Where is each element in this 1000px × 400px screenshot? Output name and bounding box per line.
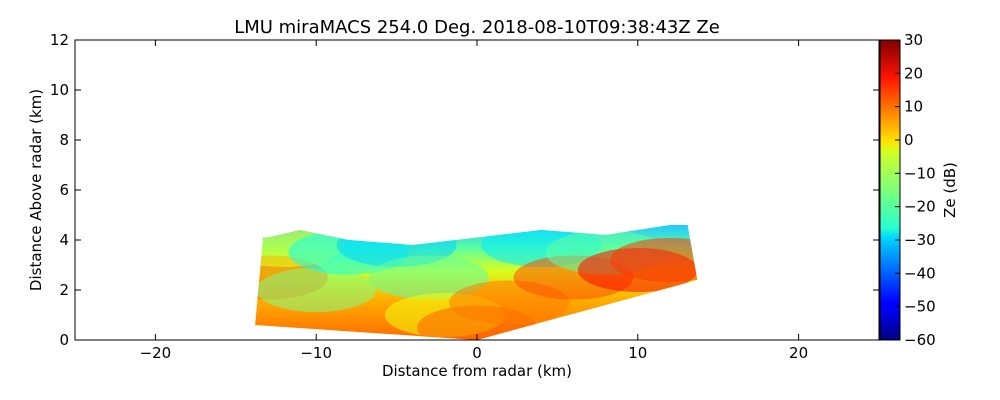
x-axis: −20 −10 0 10 20 (140, 40, 808, 362)
colorbar-tick-label: −10 (904, 164, 936, 182)
y-tick-label: 0 (59, 331, 69, 349)
echo-texture (255, 225, 698, 340)
chart-title: LMU miraMACS 254.0 Deg. 2018-08-10T09:38… (234, 17, 720, 38)
colorbar-tick-label: −20 (904, 198, 936, 216)
colorbar (879, 39, 901, 341)
y-tick-label: 2 (59, 281, 69, 299)
reflectivity-sample (609, 238, 698, 282)
colorbar-tick-label: 20 (904, 64, 923, 82)
plot-area (75, 40, 879, 340)
colorbar-tick-label: 30 (904, 31, 923, 49)
y-tick-label: 6 (59, 181, 69, 199)
x-tick-label: −20 (140, 344, 172, 362)
y-tick-label: 12 (50, 31, 69, 49)
y-tick-label: 8 (59, 131, 69, 149)
x-tick-label: 0 (472, 344, 482, 362)
reflectivity-sample (256, 268, 377, 312)
x-tick-label: −10 (300, 344, 332, 362)
x-axis-label: Distance from radar (km) (382, 362, 572, 380)
reflectivity-sample (368, 255, 489, 300)
colorbar-tick-label: −50 (904, 298, 936, 316)
colorbar-axis: 30 20 10 0 −10 −20 −30 −40 −50 −60 (895, 31, 936, 349)
colorbar-label: Ze (dB) (941, 162, 959, 218)
x-tick-label: 20 (789, 344, 808, 362)
y-tick-label: 10 (50, 81, 69, 99)
colorbar-tick-label: −30 (904, 231, 936, 249)
colorbar-tick-label: −60 (904, 331, 936, 349)
colorbar-tick-label: 0 (904, 131, 914, 149)
y-axis: 0 2 4 6 8 10 12 (50, 31, 879, 349)
colorbar-tick-label: 10 (904, 98, 923, 116)
y-tick-label: 4 (59, 231, 69, 249)
reflectivity-echo (255, 225, 698, 340)
x-tick-label: 10 (628, 344, 647, 362)
colorbar-tick-label: −40 (904, 264, 936, 282)
y-axis-label: Distance Above radar (km) (27, 89, 45, 291)
